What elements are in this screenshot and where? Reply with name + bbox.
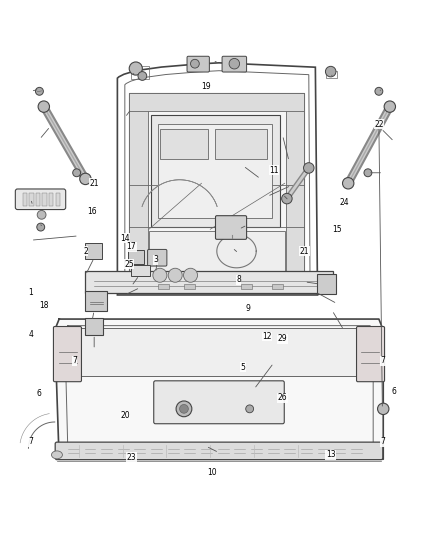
Circle shape xyxy=(35,87,43,95)
FancyBboxPatch shape xyxy=(128,251,144,264)
Circle shape xyxy=(229,59,240,69)
Text: 5: 5 xyxy=(240,363,246,372)
Circle shape xyxy=(378,403,389,415)
Bar xyxy=(241,284,252,289)
Text: 4: 4 xyxy=(28,330,33,339)
Circle shape xyxy=(80,173,91,184)
FancyBboxPatch shape xyxy=(149,231,285,286)
Text: 7: 7 xyxy=(72,356,77,365)
FancyBboxPatch shape xyxy=(85,271,333,293)
Bar xyxy=(326,71,337,78)
FancyBboxPatch shape xyxy=(148,249,167,266)
FancyBboxPatch shape xyxy=(53,327,81,382)
Bar xyxy=(29,193,34,206)
FancyBboxPatch shape xyxy=(85,243,102,259)
Circle shape xyxy=(38,101,49,112)
Text: 9: 9 xyxy=(245,304,250,313)
Text: 18: 18 xyxy=(39,302,49,310)
Text: 7: 7 xyxy=(381,356,386,365)
Text: 8: 8 xyxy=(237,275,241,284)
Text: 15: 15 xyxy=(332,225,342,234)
Text: 1: 1 xyxy=(28,288,33,297)
FancyBboxPatch shape xyxy=(151,115,280,227)
Bar xyxy=(184,284,195,289)
Text: 17: 17 xyxy=(127,243,136,251)
FancyBboxPatch shape xyxy=(215,128,267,159)
Circle shape xyxy=(138,71,147,80)
Text: 29: 29 xyxy=(278,334,287,343)
Text: 12: 12 xyxy=(262,332,272,341)
Text: 19: 19 xyxy=(201,83,211,92)
Circle shape xyxy=(168,268,182,282)
Text: 6: 6 xyxy=(392,387,397,396)
Bar xyxy=(23,193,27,206)
Ellipse shape xyxy=(52,451,63,459)
Text: 14: 14 xyxy=(120,233,130,243)
Circle shape xyxy=(37,223,45,231)
Text: 21: 21 xyxy=(300,247,309,256)
Circle shape xyxy=(282,193,292,204)
Polygon shape xyxy=(55,319,383,459)
Bar xyxy=(272,284,283,289)
Text: 23: 23 xyxy=(127,453,136,462)
FancyBboxPatch shape xyxy=(129,93,304,111)
Circle shape xyxy=(246,405,254,413)
FancyBboxPatch shape xyxy=(129,93,148,286)
Bar xyxy=(158,284,169,289)
Bar xyxy=(42,193,47,206)
Circle shape xyxy=(73,169,81,177)
Bar xyxy=(36,193,40,206)
Circle shape xyxy=(364,169,372,177)
Bar xyxy=(56,193,60,206)
Circle shape xyxy=(153,268,167,282)
Text: 7: 7 xyxy=(381,437,386,446)
FancyBboxPatch shape xyxy=(286,93,304,286)
Text: 26: 26 xyxy=(278,393,287,402)
Circle shape xyxy=(375,87,383,95)
Circle shape xyxy=(384,101,396,112)
Text: 11: 11 xyxy=(269,166,279,175)
Circle shape xyxy=(325,66,336,77)
Circle shape xyxy=(37,211,46,219)
FancyBboxPatch shape xyxy=(317,273,336,294)
FancyBboxPatch shape xyxy=(160,128,208,159)
FancyBboxPatch shape xyxy=(131,265,150,276)
Circle shape xyxy=(304,163,314,173)
Text: 13: 13 xyxy=(326,450,336,459)
Text: 24: 24 xyxy=(339,198,349,207)
FancyBboxPatch shape xyxy=(85,291,107,311)
FancyBboxPatch shape xyxy=(129,93,304,286)
Text: 6: 6 xyxy=(37,389,42,398)
FancyBboxPatch shape xyxy=(154,381,284,424)
Text: 10: 10 xyxy=(208,468,217,477)
FancyBboxPatch shape xyxy=(72,328,366,376)
Text: 21: 21 xyxy=(89,179,99,188)
Circle shape xyxy=(343,177,354,189)
Text: 16: 16 xyxy=(87,207,97,216)
FancyBboxPatch shape xyxy=(15,189,66,209)
Text: 20: 20 xyxy=(120,411,130,420)
Circle shape xyxy=(176,401,192,417)
FancyBboxPatch shape xyxy=(85,318,103,335)
FancyBboxPatch shape xyxy=(55,442,383,459)
FancyBboxPatch shape xyxy=(222,56,247,72)
Circle shape xyxy=(129,62,142,75)
Text: 25: 25 xyxy=(124,260,134,269)
Bar xyxy=(131,66,149,79)
FancyBboxPatch shape xyxy=(158,124,272,219)
FancyBboxPatch shape xyxy=(215,216,247,239)
Text: 22: 22 xyxy=(374,119,384,128)
Text: 7: 7 xyxy=(28,437,33,446)
Text: 2: 2 xyxy=(83,247,88,256)
FancyBboxPatch shape xyxy=(357,327,385,382)
Circle shape xyxy=(191,59,199,68)
Bar xyxy=(49,193,53,206)
Circle shape xyxy=(180,405,188,413)
Text: 3: 3 xyxy=(153,255,158,264)
Circle shape xyxy=(184,268,198,282)
FancyBboxPatch shape xyxy=(187,56,209,72)
